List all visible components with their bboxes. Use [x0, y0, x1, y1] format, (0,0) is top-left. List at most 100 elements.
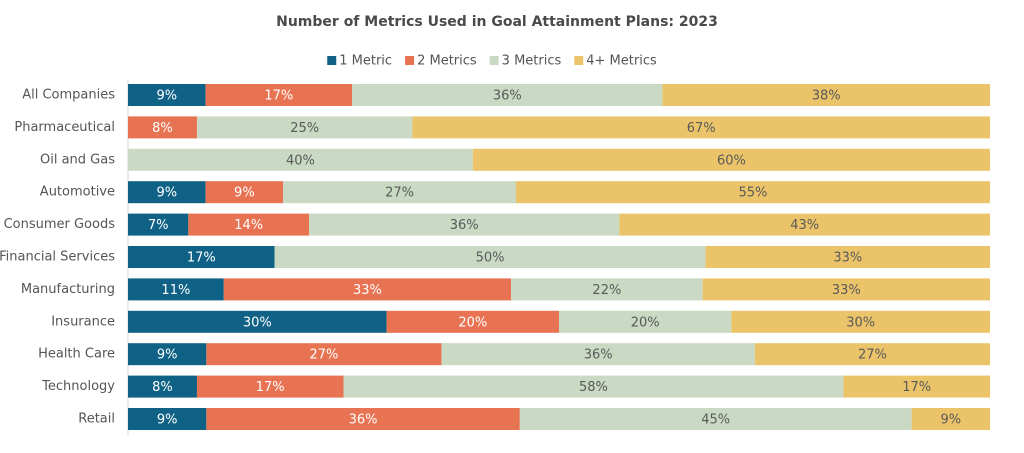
bar-segment — [128, 116, 197, 139]
y-tick-label: Automotive — [40, 185, 115, 200]
data-label: 9% — [234, 186, 255, 201]
data-label: 27% — [858, 348, 887, 363]
data-label: 9% — [156, 89, 177, 104]
y-tick-label: Health Care — [38, 347, 115, 362]
bar-segment — [128, 408, 207, 430]
data-label: 25% — [290, 121, 319, 136]
data-label: 36% — [584, 348, 613, 363]
bar-segment — [128, 278, 224, 301]
bar-segment — [619, 213, 990, 236]
data-label: 33% — [833, 251, 862, 266]
data-label: 17% — [902, 380, 931, 395]
data-label: 60% — [717, 153, 746, 168]
bar-segment — [754, 343, 990, 366]
bar-segment — [702, 278, 990, 301]
bar-segment — [196, 375, 344, 398]
bar-segment — [205, 181, 284, 204]
legend-swatch — [327, 56, 337, 65]
data-label: 9% — [941, 413, 962, 428]
bar-segment — [309, 213, 620, 236]
legend-label: 4+ Metrics — [586, 54, 657, 69]
legend-label: 3 Metrics — [502, 54, 562, 69]
bar-segment — [128, 84, 206, 106]
legend-swatch — [574, 56, 584, 65]
bar-segment — [188, 213, 310, 236]
bar-segment — [128, 213, 189, 236]
data-label: 9% — [157, 413, 178, 428]
y-tick-label: All Companies — [22, 88, 115, 103]
data-label: 27% — [385, 186, 414, 201]
data-label: 30% — [243, 315, 272, 330]
data-label: 20% — [458, 315, 487, 330]
bar-segment — [128, 148, 473, 171]
data-label: 36% — [450, 218, 479, 233]
bar-segment — [206, 408, 520, 430]
chart-title: Number of Metrics Used in Goal Attainmen… — [276, 14, 718, 30]
bar-segment — [205, 84, 353, 106]
data-label: 38% — [812, 89, 841, 104]
data-label: 36% — [493, 89, 522, 104]
legend-label: 2 Metrics — [417, 54, 477, 69]
data-label: 33% — [353, 283, 382, 298]
bar-segment — [662, 84, 990, 106]
data-label: 58% — [579, 380, 608, 395]
data-label: 22% — [592, 283, 621, 298]
y-tick-label: Retail — [78, 412, 115, 427]
bar-segment — [128, 310, 387, 333]
data-label: 30% — [846, 315, 875, 330]
data-label: 8% — [152, 121, 173, 136]
y-tick-label: Financial Services — [0, 250, 115, 265]
data-label: 17% — [256, 380, 285, 395]
bar-segment — [206, 343, 442, 366]
y-tick-label: Insurance — [51, 314, 115, 329]
bar-segment — [515, 181, 990, 204]
data-label: 11% — [161, 283, 190, 298]
data-label: 7% — [148, 218, 169, 233]
bar-segment — [196, 116, 413, 139]
bar-segment — [352, 84, 663, 106]
legend-swatch — [489, 56, 499, 65]
y-tick-label: Pharmaceutical — [14, 120, 115, 135]
bar-segment — [911, 408, 990, 430]
bar-segment — [283, 181, 516, 204]
bar-segment — [511, 278, 703, 301]
bar-segment — [128, 375, 197, 398]
y-tick-label: Technology — [41, 379, 115, 394]
bar-segment — [128, 343, 207, 366]
bar-segment — [223, 278, 512, 301]
data-label: 33% — [832, 283, 861, 298]
data-label: 9% — [156, 186, 177, 201]
data-label: 67% — [687, 121, 716, 136]
data-label: 17% — [264, 89, 293, 104]
data-label: 17% — [187, 251, 216, 266]
legend-swatch — [405, 56, 415, 65]
bar-segment — [731, 310, 990, 333]
bar-segment — [386, 310, 559, 333]
data-label: 45% — [701, 413, 730, 428]
y-tick-label: Manufacturing — [21, 282, 115, 297]
data-label: 8% — [152, 380, 173, 395]
bar-segment — [343, 375, 844, 398]
y-tick-label: Consumer Goods — [4, 217, 116, 232]
bar-segment — [128, 181, 206, 204]
bar-segment — [705, 246, 990, 268]
data-label: 36% — [349, 413, 378, 428]
bar-segment — [843, 375, 990, 398]
data-label: 50% — [476, 251, 505, 266]
bar-segment — [441, 343, 755, 366]
data-label: 14% — [234, 218, 263, 233]
bar-segment — [412, 116, 991, 139]
bar-segment — [274, 246, 706, 268]
bar-segment — [519, 408, 912, 430]
bar-segment — [472, 148, 990, 171]
bar-segment — [559, 310, 732, 333]
legend-label: 1 Metric — [339, 54, 392, 69]
y-tick-label: Oil and Gas — [40, 152, 115, 167]
data-label: 40% — [286, 153, 315, 168]
data-label: 27% — [309, 348, 338, 363]
data-label: 20% — [631, 315, 660, 330]
data-label: 43% — [790, 218, 819, 233]
bar-segment — [128, 246, 275, 268]
data-label: 55% — [738, 186, 767, 201]
